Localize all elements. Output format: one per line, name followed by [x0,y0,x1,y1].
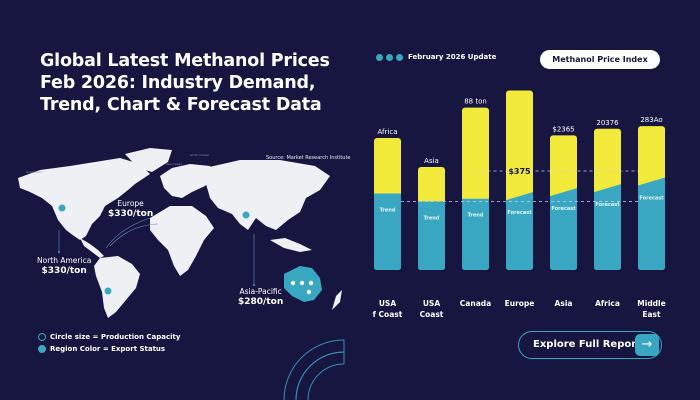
north-america-shape [18,158,150,240]
bar-segment-label: Trend [380,207,396,213]
legend-item: Circle size = Production Capacity [38,331,180,343]
dots-icon [376,54,403,61]
price-index-pill[interactable]: Methanol Price Index [540,50,660,69]
explore-report-button[interactable]: Explore Full Report → [518,331,662,359]
bar-segment-base [506,192,533,270]
region-price: $330/ton [108,209,154,219]
category-label: Middle [637,299,665,308]
capacity-circle-north-america [58,204,66,212]
world-map [18,148,342,318]
region-name: Asia-Pacific [239,287,282,296]
bar-segment-label: Trend [468,213,484,219]
bar-top-label: 283Ao [640,116,662,124]
arrow-right-icon[interactable]: → [635,334,659,356]
region-price: $330/ton [41,266,87,276]
bar-top-label: 20376 [596,119,619,127]
filled-circle-icon [38,345,46,353]
legend-label: Circle size = Production Capacity [50,333,181,341]
bar-top-label: $2365 [552,125,574,133]
bar-chart: Trend Africa USA f Coast Trend Asia USA Coast Tr… [373,90,666,319]
bar-segment-base [418,201,445,270]
decorative-arcs [283,339,345,400]
cta-label: Explore Full Report [533,339,641,350]
bar-segment-base [374,193,401,270]
title-line-3: Trend, Chart & Forecast Data [40,95,322,115]
central-america-shape [80,238,104,258]
category-label: USA [379,299,396,308]
bar-segment-base [594,184,621,270]
legend-label: Region Color = Export Status [50,345,166,353]
map-label-europe: Europe $330/ton [108,199,153,219]
bar-segment-label: Forecast [551,206,576,212]
category-label: Africa [595,299,620,308]
category-label: East [642,310,661,319]
map-tiny-label: Arctic Ocean [190,153,210,157]
page-title: Global Latest Methanol Prices Feb 2026: … [40,50,340,116]
south-america-shape [94,256,140,318]
category-label: USA [423,299,440,308]
bar-segment-label: Trend [424,215,440,221]
hollow-circle-icon [38,333,46,341]
bar-top-label: Asia [424,157,439,165]
category-label: Canada [460,299,491,308]
map-label-asia-pacific: Asia-Pacific $280/ton [238,287,283,307]
category-label: Europe [505,299,535,308]
bar-segment-label: Forecast [595,202,620,208]
africa-shape [150,206,214,276]
title-line-1: Global Latest Methanol Prices [40,51,330,71]
bar-top-label: 88 ton [464,98,487,106]
update-label: February 2026 Update [408,53,497,61]
map-tiny-label: Greenland [26,170,42,174]
map-label-north-america: North America $330/ton [37,256,91,276]
greenland-shape [125,148,172,172]
bar-segment-label: Forecast [639,196,664,202]
se-asia-islands-shape [270,238,312,252]
europe-shape [160,164,215,198]
australia-dots [290,280,314,295]
bar-top-label: Africa [378,128,398,136]
connector-lines [58,217,255,285]
bar-segment-base [550,188,577,270]
legend-item: Region Color = Export Status [38,343,180,355]
capacity-circle-asia [242,211,250,219]
title-line-2: Feb 2026: Industry Demand, [40,73,316,93]
map-legend: Circle size = Production Capacity Region… [38,331,180,355]
category-label: Asia [555,299,573,308]
bar-segment-label: Forecast [507,210,532,216]
map-tiny-label: Sea Ocean [166,162,183,166]
map-land [18,148,342,318]
region-price: $280/ton [238,297,284,307]
region-name: North America [37,256,92,265]
bar-segment-base [462,198,489,270]
region-name: Europe [117,199,144,208]
reference-line-label: $375 [508,167,531,176]
bar-segment-base [638,177,665,270]
new-zealand-shape [332,290,342,310]
map-source: Source: Market Research Institute [266,155,351,161]
capacity-circle-south-america [104,287,112,295]
category-label: f Coast [373,310,403,319]
asia-shape [205,160,330,230]
category-label: Coast [420,310,444,319]
